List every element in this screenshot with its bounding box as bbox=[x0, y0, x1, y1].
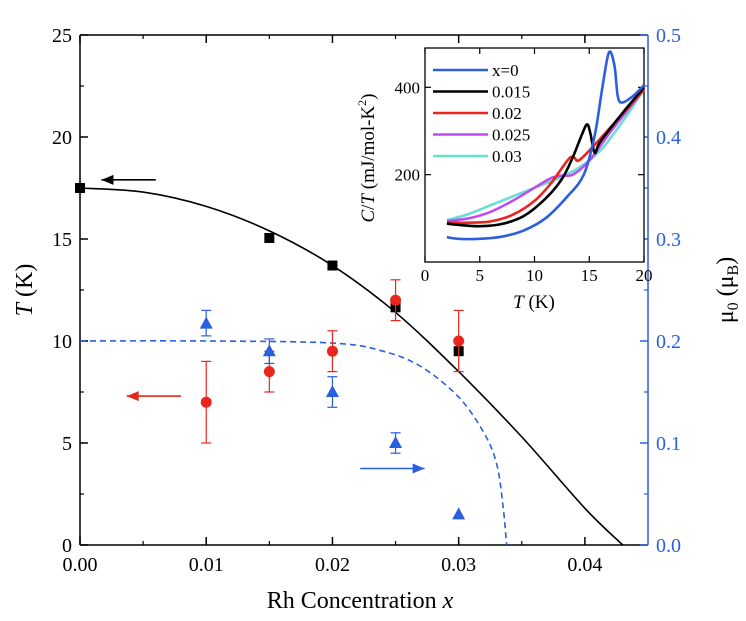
x-tick-label: 0.03 bbox=[441, 554, 476, 576]
inset-y-axis-title: C/T (mJ/mol-K2) bbox=[355, 93, 379, 222]
y2-tick-label: 0.1 bbox=[656, 433, 681, 455]
inset-y-tick-label: 200 bbox=[395, 166, 421, 185]
y2-tick-label: 0.3 bbox=[656, 229, 681, 251]
circle-marker bbox=[263, 366, 275, 378]
x-tick-label: 0.00 bbox=[63, 554, 98, 576]
inset-x-tick-label: 20 bbox=[636, 266, 653, 285]
inset-x-tick-label: 0 bbox=[421, 266, 430, 285]
square-marker bbox=[75, 183, 85, 193]
legend-label: 0.02 bbox=[492, 104, 522, 123]
legend-label: x=0 bbox=[492, 61, 519, 80]
square-marker bbox=[327, 260, 338, 271]
y-axis-title: T (K) bbox=[12, 264, 38, 317]
legend-label: 0.025 bbox=[492, 126, 530, 145]
x-axis-title: Rh Concentration x bbox=[267, 588, 454, 614]
legend-label: 0.015 bbox=[492, 83, 530, 102]
y-tick-label: 20 bbox=[52, 127, 72, 149]
triangle-marker bbox=[325, 385, 339, 397]
inset-x-tick-label: 10 bbox=[526, 266, 543, 285]
circle-marker bbox=[200, 396, 212, 408]
mu0-fit-curve bbox=[79, 340, 508, 546]
main-fit-curves bbox=[79, 187, 624, 546]
y-tick-label: 15 bbox=[52, 229, 72, 251]
y2-tick-label: 0.2 bbox=[656, 331, 681, 353]
circle-marker bbox=[453, 335, 465, 347]
inset-line-x-0 bbox=[446, 50, 645, 241]
inset-data-series bbox=[446, 50, 646, 241]
y-tick-label: 25 bbox=[52, 25, 72, 47]
inset-line-0-015 bbox=[446, 86, 645, 228]
square-marker bbox=[264, 232, 275, 243]
y-tick-label: 0 bbox=[62, 535, 72, 557]
inset-y-tick-label: 400 bbox=[395, 78, 421, 97]
x-tick-label: 0.02 bbox=[315, 554, 350, 576]
y2-tick-label: 0.5 bbox=[656, 25, 681, 47]
main-axes: 0.00 0.01 0.02 0.03 0.0405101520250.00.10.20… bbox=[52, 25, 681, 576]
red-left-arrow-head bbox=[126, 391, 139, 402]
inset-line-0-03 bbox=[446, 88, 646, 222]
inset-legend: x=0 0.015 0.02 0.025 0.03 bbox=[433, 61, 530, 166]
black-left-arrow-head bbox=[101, 174, 114, 185]
blue-right-arrow-head bbox=[412, 463, 425, 474]
y-tick-label: 10 bbox=[52, 331, 72, 353]
y2-tick-label: 0.0 bbox=[656, 535, 681, 557]
y2-tick-label: 0.4 bbox=[656, 127, 681, 149]
x-tick-label: 0.01 bbox=[189, 554, 224, 576]
inset-line-0-02 bbox=[446, 88, 645, 225]
circle-marker bbox=[390, 294, 402, 306]
legend-label: 0.03 bbox=[492, 147, 522, 166]
x-tick-label: 0.04 bbox=[567, 554, 602, 576]
circle-marker bbox=[326, 345, 338, 357]
inset-x-axis-title: T (K) bbox=[513, 292, 555, 313]
tc-fit-curve bbox=[79, 187, 624, 546]
main-arrows bbox=[101, 174, 425, 474]
triangle-marker bbox=[262, 344, 276, 357]
main-data-series bbox=[75, 183, 466, 520]
y-tick-label: 5 bbox=[62, 433, 72, 455]
triangle-marker bbox=[199, 316, 213, 329]
y2-axis-title: μ0 (μB) bbox=[713, 257, 742, 323]
triangle-marker bbox=[389, 436, 403, 448]
inset-chart: 0 5 10 15 20 200 400 x=0 0.015 0.02 0.025 0.03 T (… bbox=[355, 47, 653, 313]
triangle-marker bbox=[452, 507, 466, 520]
inset-x-tick-label: 5 bbox=[476, 266, 485, 285]
inset-x-tick-label: 15 bbox=[581, 266, 598, 285]
